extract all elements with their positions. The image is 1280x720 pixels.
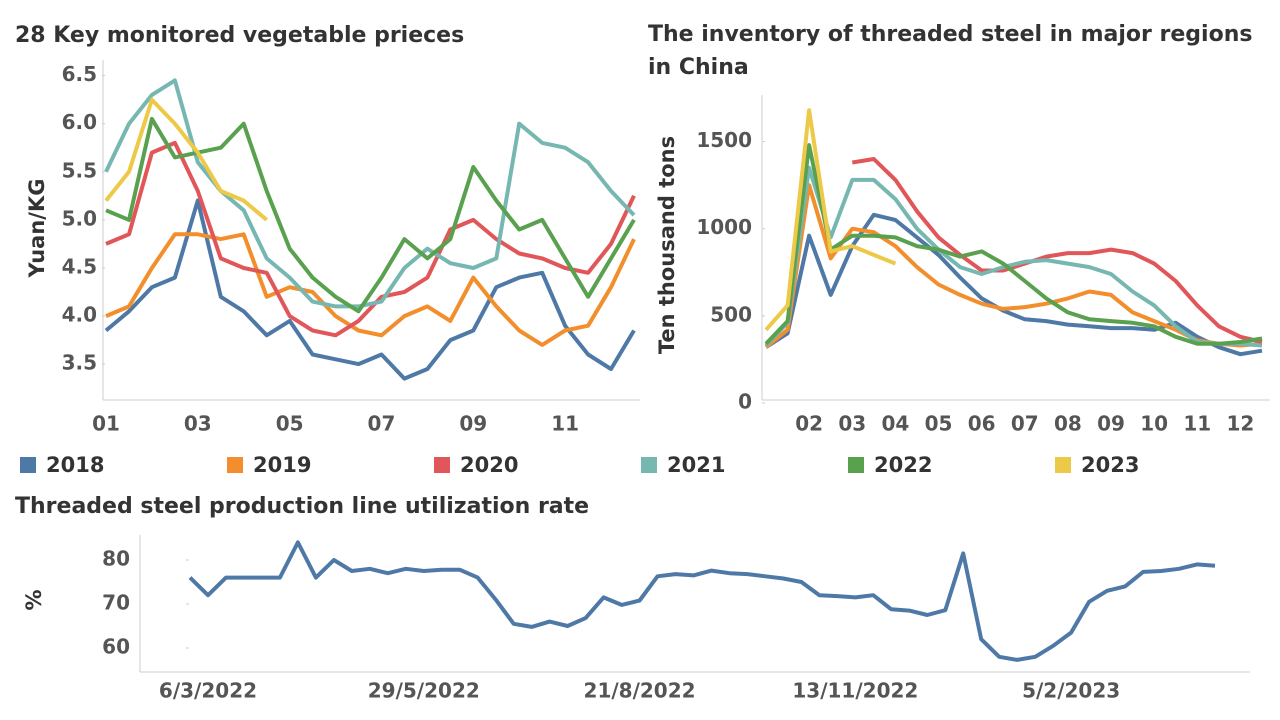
x-tick-label: 21/8/2022 [584,679,696,703]
legend-swatch [848,457,864,473]
y-axis-title: Ten thousand tons [655,136,679,354]
series-line [851,157,1263,344]
chart-title: The inventory of threaded steel in major… [648,22,1253,80]
y-axis-title: Yuan/KG [25,179,49,279]
series-line [764,212,1263,357]
chart-title: Threaded steel production line utilizati… [15,494,589,519]
series-line [764,165,1263,348]
legend-label: 2020 [460,453,518,477]
series-line [105,140,636,338]
x-tick-label: 03 [184,412,212,436]
legend-swatch [434,457,450,473]
x-tick-label: 29/5/2022 [368,679,480,703]
x-tick-label: 09 [459,412,487,436]
x-tick-label: 10 [1140,412,1168,436]
y-tick-label: 3.5 [62,351,97,375]
legend-label: 2022 [874,453,932,477]
y-tick-label: 60 [102,635,130,659]
y-tick-label: 0 [738,390,752,414]
y-tick-label: 1000 [696,215,752,239]
series-line [104,97,268,222]
y-tick-label: 80 [102,547,130,571]
series-line [188,540,1216,662]
x-tick-label: 04 [881,412,909,436]
y-tick-label: 4.5 [62,254,97,278]
x-tick-label: 03 [838,412,866,436]
series-line [764,143,1263,346]
series-line [105,116,636,314]
x-tick-label: 05 [276,412,304,436]
y-tick-label: 6.5 [62,62,97,86]
y-tick-label: 500 [710,302,752,326]
series-line [764,108,897,332]
x-tick-label: 11 [551,412,579,436]
x-tick-label: 13/11/2022 [792,679,918,703]
x-tick-label: 02 [795,412,823,436]
legend-swatch [20,457,36,473]
x-tick-label: 07 [368,412,396,436]
legend-swatch [227,457,243,473]
series-line [105,232,636,347]
x-tick-label: 5/2/2023 [1022,679,1120,703]
y-tick-label: 5.0 [62,206,97,230]
x-tick-label: 08 [1054,412,1082,436]
x-tick-label: 01 [92,412,120,436]
y-axis-title: % [22,589,46,610]
legend-label: 2023 [1081,453,1139,477]
y-tick-label: 70 [102,591,130,615]
y-tick-label: 1500 [696,128,752,152]
x-tick-label: 06 [968,412,996,436]
series-line [104,198,636,381]
legend-label: 2019 [253,453,311,477]
y-tick-label: 6.0 [62,110,97,134]
x-tick-label: 09 [1097,412,1125,436]
y-tick-label: 4.0 [62,303,97,327]
x-tick-label: 11 [1183,412,1211,436]
legend-swatch [641,457,657,473]
y-tick-label: 5.5 [62,158,97,182]
chart-title: 28 Key monitored vegetable prieces [15,23,464,48]
x-tick-label: 12 [1227,412,1255,436]
legend-label: 2018 [46,453,104,477]
series-line [764,183,1263,349]
x-tick-label: 6/3/2022 [159,679,257,703]
x-tick-label: 05 [925,412,953,436]
x-tick-label: 07 [1011,412,1039,436]
series-line [104,78,636,309]
legend-label: 2021 [667,453,725,477]
legend-swatch [1055,457,1071,473]
chart-title-box: The inventory of threaded steel in major… [648,22,1253,80]
